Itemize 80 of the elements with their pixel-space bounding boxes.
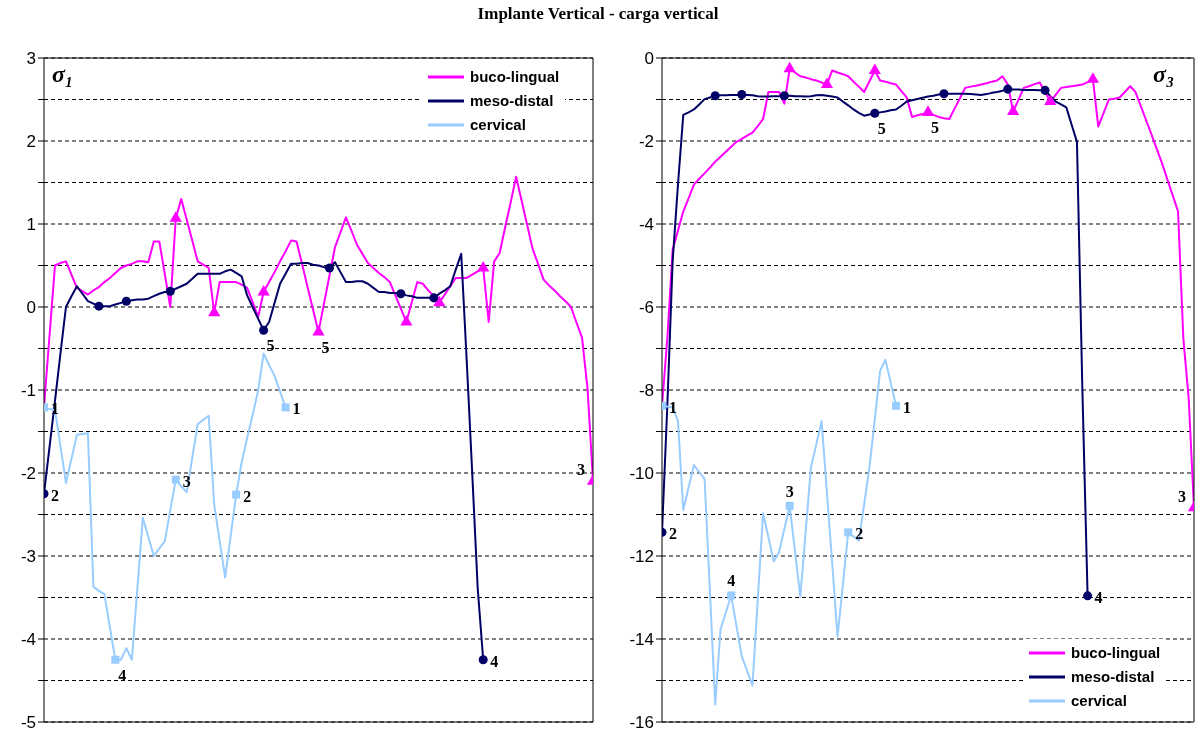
point [1040,85,1050,95]
y-tick-label: -4 [20,630,36,650]
y-tick-label: 1 [26,215,36,235]
point [785,501,794,510]
y-tick-label: -10 [629,464,654,484]
point [1086,72,1099,83]
annotation: 5 [321,338,330,356]
point [259,325,269,335]
annotation: 3 [785,482,794,500]
annotation: 2 [669,525,677,543]
point [710,91,720,101]
point [281,403,290,412]
point [433,295,446,307]
legend-label: meso-distal [1071,667,1155,687]
annotation: 1 [292,400,301,418]
annotation: 5 [877,120,886,138]
point [868,63,881,74]
point [820,77,833,89]
point [400,314,413,326]
annotation: 2 [855,525,864,543]
annotation: 5 [266,337,275,355]
point [727,591,736,600]
annotation: 3 [577,461,585,479]
annotation: 4 [490,652,499,670]
point [844,528,853,537]
y-tick-label: -14 [629,630,654,650]
point [429,293,439,303]
annotation: 3 [1178,487,1186,505]
point [783,61,796,73]
point [165,286,175,296]
point [169,211,182,222]
point [737,90,747,100]
point [478,655,488,665]
annotation: σ₃ [1153,61,1175,88]
y-tick-label: -2 [20,464,36,484]
legend-label: buco-lingual [470,67,560,87]
y-tick-label: 0 [26,298,36,318]
point [939,89,949,99]
y-tick-label: -4 [638,215,654,235]
chart-title: Implante Vertical - carga vertical [477,4,719,23]
y-tick-label: -16 [629,713,654,729]
y-tick-label: 3 [26,49,36,69]
annotation: 4 [727,572,736,590]
point [94,301,104,311]
point [121,296,131,306]
point [870,108,880,118]
point [892,401,901,410]
annotation: σ₁ [52,61,74,88]
point [1083,591,1093,601]
y-tick-label: 2 [26,132,36,152]
y-tick-label: 0 [644,49,654,69]
legend-label: cervical [470,115,526,135]
point [171,475,180,484]
annotation: 1 [51,400,59,418]
y-tick-label: -8 [638,381,654,401]
point [1007,104,1020,116]
point [477,260,490,272]
legend-label: meso-distal [470,91,554,111]
point [232,490,241,499]
y-tick-label: -1 [20,381,36,401]
annotation: 5 [931,119,939,137]
point [779,91,789,101]
annotation: 2 [243,487,252,505]
y-tick-label: -2 [638,132,654,152]
legend-label: buco-lingual [1071,643,1161,663]
annotation: 1 [669,398,677,416]
y-tick-label: -5 [20,713,36,729]
annotation: 3 [182,472,191,490]
point [396,289,406,299]
annotation: 2 [51,486,59,504]
y-tick-label: -3 [20,547,36,567]
legend-label: cervical [1071,691,1127,711]
point [1003,84,1013,94]
y-tick-label: -6 [638,298,654,318]
point [111,655,120,664]
point [257,285,270,296]
point [324,263,334,273]
annotation: 1 [903,398,912,416]
y-tick-label: -12 [629,547,654,567]
point [1044,94,1057,106]
